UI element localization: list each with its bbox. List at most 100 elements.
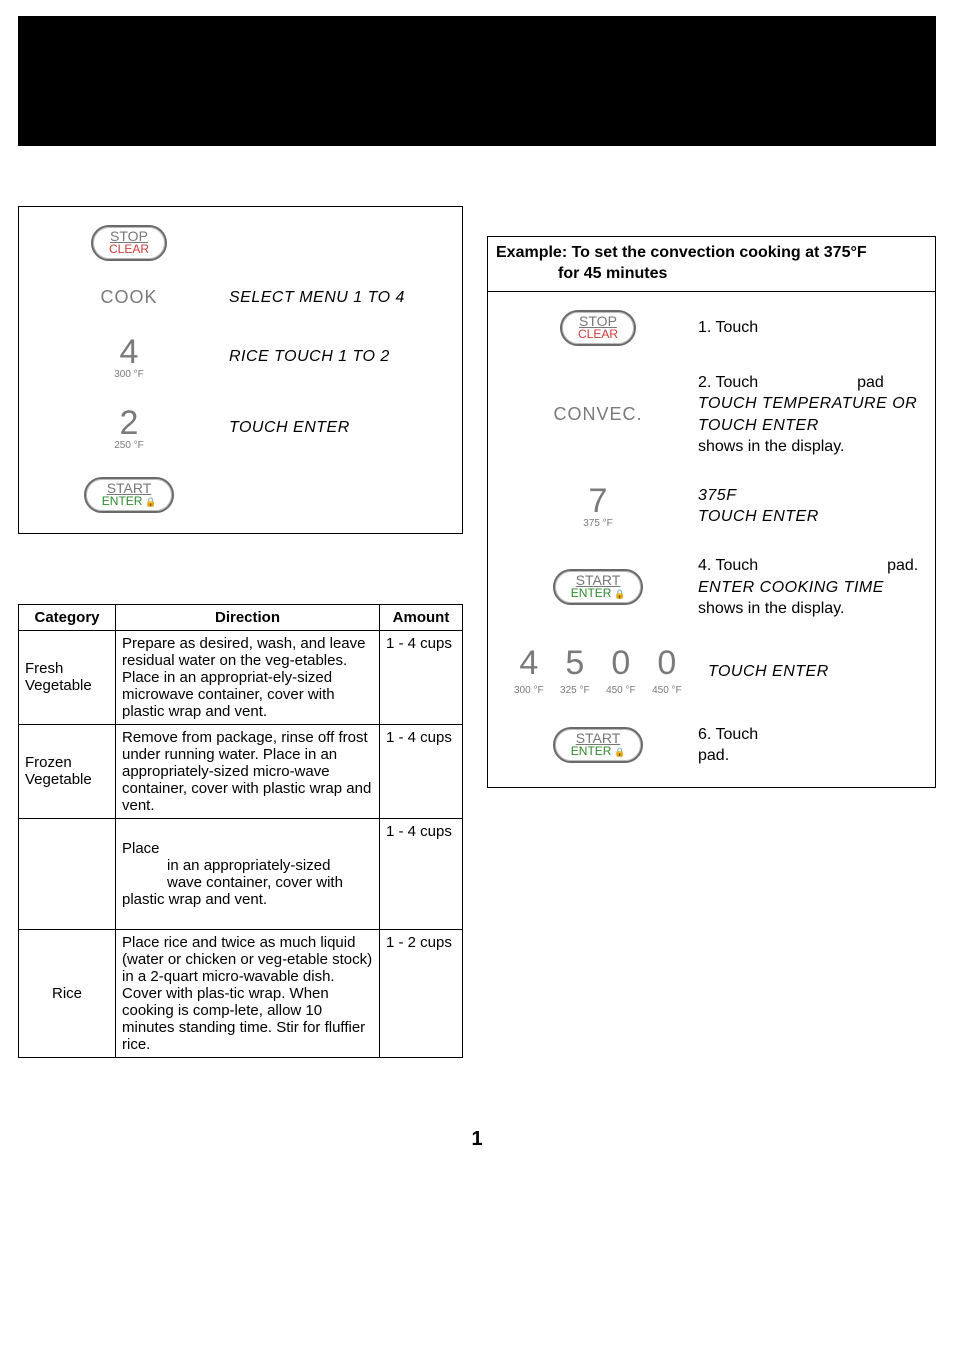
convection-body: STOP CLEAR 1. Touch CONVEC. 2. Touch pad <box>488 292 935 787</box>
step4-line1-post: pad. <box>887 557 918 574</box>
convection-header-line1: Example: To set the convection cooking a… <box>496 244 867 261</box>
conv-step3-text: 375F TOUCH ENTER <box>698 485 931 528</box>
step2-line3: TOUCH ENTER <box>698 417 819 434</box>
digit-4-sub: 300 °F <box>29 369 229 380</box>
step2-line1-post: pad <box>857 374 884 391</box>
cat-cell: Frozen Vegetable <box>19 724 116 818</box>
cook-table: Category Direction Amount Fresh Vegetabl… <box>18 604 463 1058</box>
dir-cell: Place xxxxxxin an appropriately-sized xx… <box>116 818 380 929</box>
table-row: Place xxxxxxin an appropriately-sized xx… <box>19 818 463 929</box>
digit: 0 <box>611 644 630 682</box>
lock-icon: 🔒 <box>611 589 625 599</box>
conv-step4-row: START ENTER 🔒 4. Touch pad. ENTER COOKIN… <box>498 555 931 620</box>
conv-step5-text: TOUCH ENTER <box>708 661 931 683</box>
cook-step3-row: 4 300 °F RICE TOUCH 1 TO 2 <box>29 335 458 380</box>
dir-line: in an appropriately-sized <box>167 857 330 874</box>
digit: 5 <box>565 644 584 682</box>
cook-step5-row: START ENTER 🔒 <box>29 477 458 513</box>
digit-2-icon: 2 250 °F <box>29 406 229 451</box>
amt-cell: 1 - 4 cups <box>380 818 463 929</box>
amt-cell: 1 - 2 cups <box>380 929 463 1057</box>
digits-4500-icon: 4 300 °F 5 325 °F 0 450 °F 0 <box>498 646 708 698</box>
enter-label: ENTER 🔒 <box>571 587 625 599</box>
step6-post: pad. <box>698 747 729 764</box>
step6-pre: 6. Touch <box>698 726 758 743</box>
digit-unit: 5 325 °F <box>560 646 590 698</box>
dir-cell: Place rice and twice as much liquid (wat… <box>116 929 380 1057</box>
conv-step2-row: CONVEC. 2. Touch pad TOUCH TEMPERATURE O… <box>498 372 931 458</box>
digit-4: 4 <box>29 335 229 369</box>
conv-step5-row: 4 300 °F 5 325 °F 0 450 °F 0 <box>498 646 931 698</box>
cook-step3-display: RICE TOUCH 1 TO 2 <box>229 346 458 368</box>
step3-line2: TOUCH ENTER <box>698 508 819 525</box>
conv-step6-text: 6. Touch pad. <box>698 724 931 767</box>
cook-step4-row: 2 250 °F TOUCH ENTER <box>29 406 458 451</box>
stop-clear-icon: STOP CLEAR <box>498 310 698 346</box>
cook-step2-row: COOK SELECT MENU 1 TO 4 <box>29 287 458 309</box>
conv-step4-text: 4. Touch pad. ENTER COOKING TIME shows i… <box>698 555 931 620</box>
digit-sub: 325 °F <box>560 685 590 696</box>
amt-cell: 1 - 4 cups <box>380 724 463 818</box>
two-column-layout: STOP CLEAR COOK SELECT MENU 1 TO 4 4 <box>18 206 936 1058</box>
dir-line: Place <box>122 840 160 857</box>
digit-2-sub: 250 °F <box>29 440 229 451</box>
step4-line1-pre: 4. Touch <box>698 557 758 574</box>
table-row: Rice Place rice and twice as much liquid… <box>19 929 463 1057</box>
header-black-bar <box>18 16 936 146</box>
digit-7-icon: 7 375 °F <box>498 484 698 529</box>
table-row: Frozen Vegetable Remove from package, ri… <box>19 724 463 818</box>
cook-btn-icon: COOK <box>29 287 229 308</box>
digit-unit: 0 450 °F <box>652 646 682 698</box>
right-column: Example: To set the convection cooking a… <box>487 206 936 1058</box>
cat-cell: Fresh Vegetable <box>19 630 116 724</box>
dir-line: plastic wrap and vent. <box>122 891 267 908</box>
cat-cell <box>19 818 116 929</box>
start-label: START <box>571 573 625 587</box>
convec-button-label: CONVEC. <box>553 404 642 424</box>
digit-7-sub: 375 °F <box>498 518 698 529</box>
cook-step1-row: STOP CLEAR <box>29 225 458 261</box>
stop-label: STOP <box>578 314 618 328</box>
stop-clear-pill: STOP CLEAR <box>91 225 167 261</box>
conv-step3-row: 7 375 °F 375F TOUCH ENTER <box>498 484 931 529</box>
stop-clear-icon: STOP CLEAR <box>29 225 229 261</box>
start-enter-pill: START ENTER 🔒 <box>84 477 174 513</box>
step4-line2: ENTER COOKING TIME <box>698 579 884 596</box>
example-cook-body: STOP CLEAR COOK SELECT MENU 1 TO 4 4 <box>19 207 462 533</box>
example-box-cook: STOP CLEAR COOK SELECT MENU 1 TO 4 4 <box>18 206 463 534</box>
col-header-amount: Amount <box>380 604 463 630</box>
conv-step1-text: 1. Touch <box>698 317 931 339</box>
left-column: STOP CLEAR COOK SELECT MENU 1 TO 4 4 <box>18 206 463 1058</box>
step3-line1: 375F <box>698 487 736 504</box>
cook-step4-display: TOUCH ENTER <box>229 417 458 439</box>
start-label: START <box>102 481 156 495</box>
clear-label: CLEAR <box>109 243 149 255</box>
start-enter-pill: START ENTER 🔒 <box>553 569 643 605</box>
cook-button-label: COOK <box>100 287 157 307</box>
lock-icon: 🔒 <box>611 747 625 757</box>
digit: 4 <box>519 644 538 682</box>
digit-sub: 300 °F <box>514 685 544 696</box>
clear-label: CLEAR <box>578 328 618 340</box>
digit-7: 7 <box>498 484 698 518</box>
col-header-direction: Direction <box>116 604 380 630</box>
step2-line1-pre: 2. Touch <box>698 374 758 391</box>
start-enter-icon: START ENTER 🔒 <box>498 727 698 763</box>
conv-step2-text: 2. Touch pad TOUCH TEMPERATURE OR TOUCH … <box>698 372 931 458</box>
conv-step6-row: START ENTER 🔒 6. Touch pad. <box>498 724 931 767</box>
start-enter-pill: START ENTER 🔒 <box>553 727 643 763</box>
digit-2: 2 <box>29 406 229 440</box>
lock-icon: 🔒 <box>142 497 156 507</box>
start-enter-icon: START ENTER 🔒 <box>498 569 698 605</box>
convection-header-line2: for 45 minutes <box>496 265 667 282</box>
table-header-row: Category Direction Amount <box>19 604 463 630</box>
cook-step2-display: SELECT MENU 1 TO 4 <box>229 287 458 309</box>
example-box-convection: Example: To set the convection cooking a… <box>487 236 936 788</box>
start-enter-icon: START ENTER 🔒 <box>29 477 229 513</box>
convection-header: Example: To set the convection cooking a… <box>488 237 935 292</box>
start-label: START <box>571 731 625 745</box>
convec-btn-icon: CONVEC. <box>498 404 698 425</box>
step2-line2: TOUCH TEMPERATURE OR <box>698 395 917 412</box>
digit: 0 <box>657 644 676 682</box>
conv-step1-row: STOP CLEAR 1. Touch <box>498 310 931 346</box>
